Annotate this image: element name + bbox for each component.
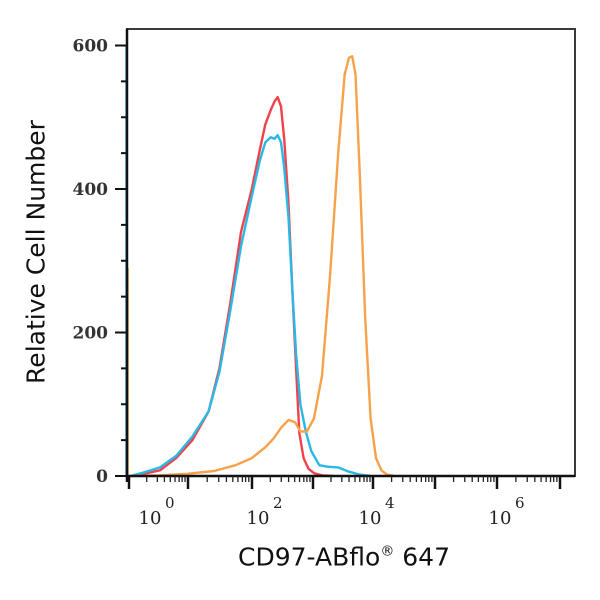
x-tick-exponent: 0: [165, 494, 175, 512]
y-axis-title: Relative Cell Number: [21, 120, 51, 384]
series-line-2: [130, 55, 396, 478]
x-tick-label: 10: [359, 508, 382, 529]
x-tick-label: 10: [139, 508, 162, 529]
series-line-1: [129, 133, 371, 478]
x-tick-exponent: 4: [385, 494, 395, 512]
x-tick-label: 10: [247, 508, 270, 529]
x-tick-exponent: 6: [515, 494, 525, 512]
series-line-0: [130, 95, 333, 478]
y-tick-label: 0: [96, 467, 108, 487]
x-tick-exponent: 2: [273, 494, 283, 512]
y-tick-label: 600: [73, 37, 109, 57]
x-axis-title: CD97-ABflo® 647: [238, 543, 450, 572]
y-tick-label: 400: [73, 180, 109, 200]
x-axis-title-main: CD97-ABflo: [238, 542, 381, 572]
registered-mark: ®: [380, 543, 395, 560]
y-axis: 0 200 400 600: [73, 29, 129, 487]
y-tick-label: 200: [73, 324, 109, 344]
x-tick-label: 10: [489, 508, 512, 529]
plot-frame: [126, 28, 576, 477]
x-axis-title-tail: 647: [394, 542, 450, 572]
